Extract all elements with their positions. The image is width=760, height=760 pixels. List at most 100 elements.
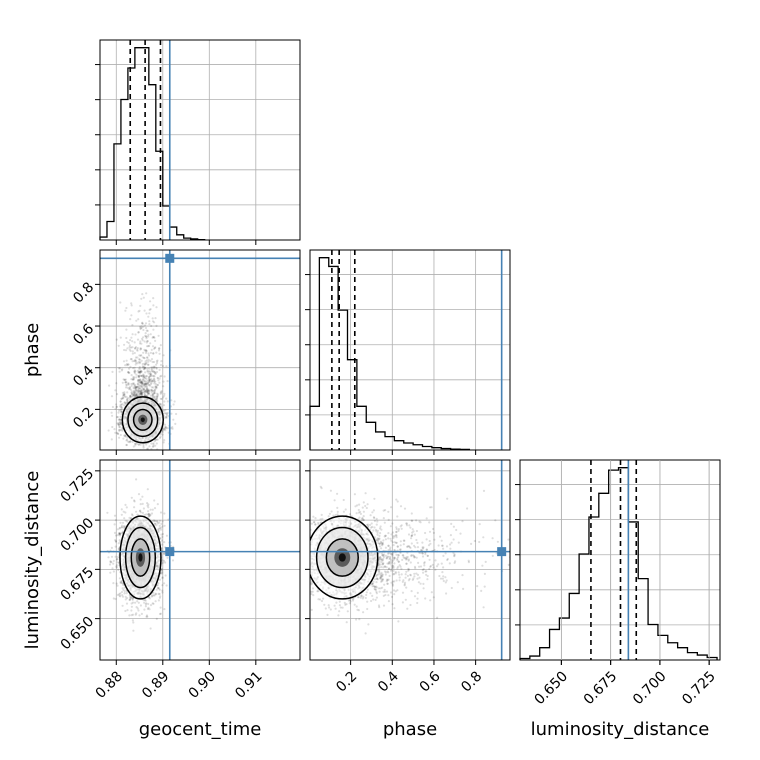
sample-point — [148, 380, 151, 383]
sample-point — [133, 376, 136, 379]
sample-point — [136, 385, 139, 388]
sample-point — [161, 559, 164, 562]
sample-point — [147, 352, 150, 355]
sample-point — [119, 428, 122, 431]
sample-point — [108, 384, 111, 387]
sample-point — [159, 344, 162, 347]
sample-point — [159, 612, 162, 615]
sample-point — [131, 346, 134, 349]
sample-point — [138, 385, 141, 388]
sample-point — [120, 580, 123, 583]
sample-point — [140, 370, 143, 373]
sample-point — [135, 442, 139, 445]
sample-point — [133, 393, 136, 396]
sample-point — [137, 374, 140, 378]
sample-point — [135, 388, 138, 391]
sample-point — [116, 534, 120, 537]
sample-point — [147, 513, 150, 516]
sample-point — [150, 388, 153, 391]
sample-point — [145, 341, 148, 344]
sample-point — [130, 304, 133, 307]
sample-point — [137, 375, 141, 378]
sample-point — [136, 513, 139, 516]
sample-point — [139, 392, 142, 395]
sample-point — [143, 379, 146, 382]
sample-point — [117, 428, 121, 431]
sample-point — [141, 293, 144, 296]
sample-point — [140, 347, 143, 350]
sample-point — [136, 607, 139, 610]
sample-point — [148, 514, 151, 517]
sample-point — [121, 587, 124, 590]
sample-point — [131, 597, 134, 600]
x-tick-label: 0.700 — [630, 668, 670, 708]
sample-point — [147, 335, 150, 338]
sample-point — [140, 374, 143, 378]
sample-point — [141, 322, 144, 325]
y-tick-label: 0.2 — [70, 404, 97, 431]
sample-point — [112, 562, 115, 565]
sample-point — [124, 402, 127, 406]
sample-point — [158, 524, 161, 528]
sample-point — [161, 576, 164, 579]
sample-point — [125, 592, 128, 595]
sample-point — [174, 422, 177, 425]
sample-point — [157, 582, 160, 585]
sample-point — [153, 336, 156, 339]
sample-point — [123, 392, 126, 395]
sample-point — [152, 297, 155, 300]
sample-point — [158, 592, 161, 596]
sample-point — [140, 385, 143, 388]
sample-point — [123, 592, 126, 595]
sample-point — [138, 325, 142, 328]
sample-point — [128, 371, 131, 375]
sample-point — [164, 425, 167, 428]
sample-point — [145, 335, 148, 338]
sample-point — [126, 597, 129, 600]
sample-point — [146, 329, 149, 332]
sample-point — [154, 388, 157, 391]
sample-point — [134, 386, 138, 389]
sample-point — [129, 595, 132, 599]
sample-point — [132, 383, 135, 386]
sample-point — [140, 337, 144, 340]
sample-point — [164, 412, 167, 415]
sample-point — [121, 595, 125, 598]
sample-point — [115, 534, 118, 537]
sample-point — [148, 383, 151, 386]
sample-point — [120, 397, 123, 400]
sample-point — [129, 387, 132, 390]
sample-point — [140, 359, 143, 362]
sample-point — [141, 339, 144, 342]
sample-point — [123, 391, 126, 394]
sample-point — [165, 584, 168, 587]
sample-point — [131, 394, 135, 397]
sample-point — [127, 400, 130, 403]
sample-point — [155, 386, 158, 389]
sample-point — [125, 399, 128, 402]
sample-point — [143, 452, 145, 454]
sample-point — [125, 328, 128, 331]
sample-point — [147, 606, 150, 609]
sample-point — [150, 442, 153, 445]
sample-point — [151, 366, 154, 369]
sample-point — [120, 508, 123, 511]
sample-point — [115, 558, 119, 561]
sample-point — [125, 384, 128, 387]
sample-point — [139, 509, 142, 512]
sample-point — [139, 511, 142, 514]
sample-point — [156, 377, 159, 380]
sample-point — [149, 375, 152, 378]
sample-point — [135, 391, 138, 394]
sample-point — [115, 566, 118, 569]
x-tick-label: 0.725 — [679, 668, 719, 708]
sample-point — [160, 405, 163, 408]
sample-point — [111, 414, 114, 417]
sample-point — [155, 438, 158, 441]
sample-point — [128, 398, 131, 401]
sample-point — [127, 382, 130, 385]
sample-point — [164, 426, 167, 429]
x-tick-label: 0.90 — [186, 668, 219, 701]
sample-point — [136, 390, 140, 393]
